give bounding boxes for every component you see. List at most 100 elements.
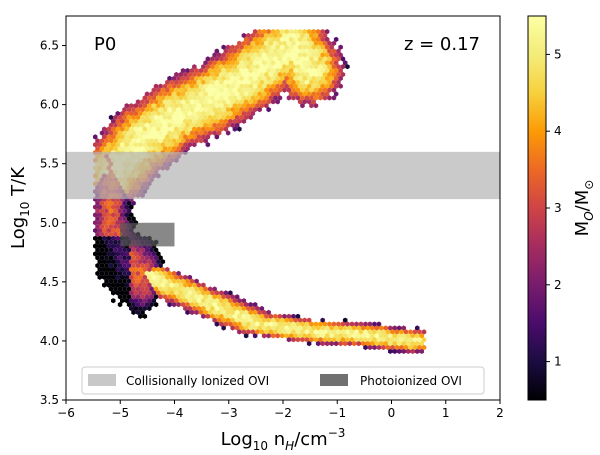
hexbin-cell — [311, 44, 316, 50]
hexbin-cell — [338, 44, 343, 50]
hexbin-cell — [165, 126, 170, 132]
hexbin-cell — [203, 286, 208, 292]
hexbin-cell — [106, 142, 111, 148]
hexbin-cell — [216, 60, 222, 66]
hexbin-cell — [264, 329, 269, 335]
hexbin-cell — [122, 107, 127, 113]
hexbin-cell — [198, 286, 204, 292]
hexbin-cell — [183, 282, 188, 288]
hexbin-cell — [183, 305, 188, 312]
hexbin-cell — [234, 52, 240, 58]
hexbin-cell — [250, 87, 256, 93]
hexbin-cell — [93, 227, 98, 234]
hexbin-cell — [318, 79, 323, 85]
hexbin-cell — [176, 107, 181, 113]
hexbin-cell — [99, 146, 105, 152]
hexbin-cell — [108, 216, 114, 222]
hexbin-cell — [300, 337, 305, 343]
hexbin-cell — [180, 114, 186, 120]
hexbin-cell — [356, 325, 361, 331]
hexbin-cell — [126, 247, 132, 253]
hexbin-cell — [243, 114, 249, 120]
hexbin-cell — [228, 305, 233, 312]
hexbin-cell — [268, 329, 274, 335]
hexbin-cell — [291, 337, 296, 343]
hexbin-cell — [270, 52, 276, 58]
hexbin-cell — [95, 239, 100, 245]
hexbin-cell — [230, 309, 235, 315]
hexbin-cell — [216, 107, 222, 113]
hexbin-cell — [122, 146, 127, 152]
hexbin-cell — [365, 333, 370, 339]
hexbin-cell — [309, 64, 314, 70]
hexbin-cell — [180, 68, 186, 74]
hexbin-cell — [297, 317, 303, 323]
hexbin-cell — [284, 29, 289, 35]
hexbin-cell — [160, 142, 166, 148]
hexbin-cell — [151, 103, 157, 109]
hexbin-cell — [158, 91, 163, 97]
hexbin-cell — [210, 126, 215, 132]
hexbin-cell — [324, 44, 330, 50]
hexbin-cell — [158, 270, 163, 276]
hexbin-cell — [203, 91, 208, 97]
hexbin-cell — [311, 29, 316, 35]
legend-box — [81, 366, 485, 395]
hexbin-cell — [309, 103, 314, 109]
hexbin-cell — [176, 75, 181, 81]
hexbin-cell — [320, 36, 325, 42]
hexbin-cell — [313, 337, 319, 343]
hexbin-cell — [241, 95, 247, 101]
hexbin-cell — [243, 75, 249, 81]
hexbin-cell — [228, 79, 233, 85]
hexbin-cell — [273, 321, 278, 327]
hexbin-cell — [304, 321, 310, 327]
x-tick-label: −4 — [166, 406, 184, 420]
hexbin-cell — [221, 52, 226, 58]
hexbin-cell — [185, 130, 190, 136]
hexbin-cell — [131, 302, 136, 308]
hexbin-cell — [331, 56, 337, 62]
hexbin-cell — [228, 313, 233, 319]
hexbin-cell — [135, 107, 141, 113]
hexbin-cell — [147, 298, 152, 304]
hexbin-cell — [228, 103, 233, 109]
hexbin-cell — [264, 71, 269, 78]
hexbin-cell — [106, 266, 111, 273]
hexbin-cell — [311, 325, 316, 331]
hexbin-cell — [205, 71, 211, 78]
hexbin-cell — [356, 333, 361, 339]
hexbin-cell — [117, 286, 123, 292]
hexbin-cell — [171, 75, 177, 81]
hexbin-cell — [113, 114, 118, 120]
hexbin-cell — [95, 224, 100, 230]
hexbin-cell — [246, 79, 251, 85]
hexbin-cell — [306, 99, 312, 105]
hexbin-cell — [232, 87, 238, 93]
hexbin-cell — [257, 91, 262, 97]
hexbin-cell — [352, 333, 357, 339]
hexbin-cell — [169, 126, 175, 132]
hexbin-cell — [225, 309, 231, 315]
hexbin-cell — [313, 329, 319, 335]
hexbin-cell — [144, 114, 150, 120]
hexbin-cell — [207, 302, 213, 308]
hexbin-cell — [102, 282, 107, 288]
hexbin-cell — [306, 341, 312, 347]
hexbin-cell — [255, 56, 260, 62]
hexbin-cell — [300, 103, 305, 109]
hexbin-cell — [327, 71, 332, 78]
hexbin-cell — [295, 64, 301, 70]
hexbin-cell — [129, 110, 134, 117]
hexbin-cell — [117, 255, 123, 261]
hexbin-cell — [147, 103, 152, 109]
hexbin-cell — [129, 274, 134, 280]
y-axis-label: Log10 T/K — [8, 166, 32, 249]
hexbin-cell — [180, 75, 186, 81]
hexbin-cell — [336, 64, 341, 70]
x-tick-label: −1 — [328, 406, 346, 420]
hexbin-cell — [248, 325, 253, 331]
hexbin-cell — [196, 79, 202, 85]
hexbin-cell — [300, 71, 305, 78]
